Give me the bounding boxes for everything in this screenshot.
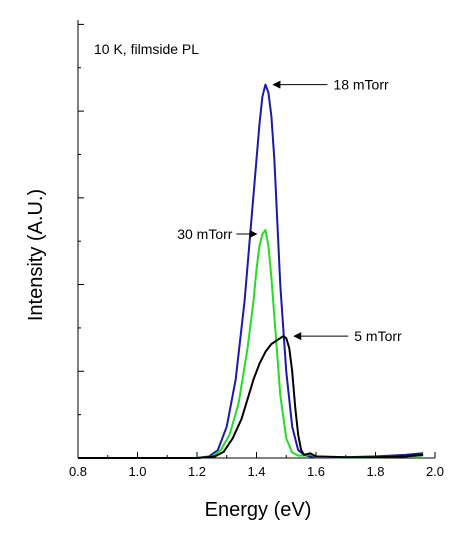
annotation-label-30-mtorr: 30 mTorr bbox=[177, 226, 233, 242]
chart-title: 10 K, filmside PL bbox=[94, 41, 199, 57]
x-tick-label: 1.0 bbox=[128, 464, 146, 479]
annotation-label-18-mtorr: 18 mTorr bbox=[333, 77, 389, 93]
y-axis-title: Intensity (A.U.) bbox=[25, 189, 47, 321]
annotation-label-5-mtorr: 5 mTorr bbox=[354, 328, 402, 344]
x-tick-label: 1.8 bbox=[366, 464, 384, 479]
series-line-18-mtorr bbox=[78, 83, 424, 459]
y-ticks-group bbox=[78, 23, 84, 459]
x-tick-label: 1.4 bbox=[247, 464, 265, 479]
series-group bbox=[78, 83, 424, 459]
x-tick-label: 2.0 bbox=[426, 464, 444, 479]
x-ticks-group: 0.8 1.0 1.2 1.4 1.6 1.8 2.0 bbox=[69, 452, 444, 479]
x-tick-label: 1.2 bbox=[188, 464, 206, 479]
x-tick-label: 1.6 bbox=[307, 464, 325, 479]
annotations-group: 18 mTorr 30 mTorr 5 mTorr bbox=[177, 77, 402, 345]
x-axis-title: Energy (eV) bbox=[205, 499, 312, 521]
series-line-5-mtorr bbox=[78, 335, 424, 459]
x-tick-label: 0.8 bbox=[69, 464, 87, 479]
